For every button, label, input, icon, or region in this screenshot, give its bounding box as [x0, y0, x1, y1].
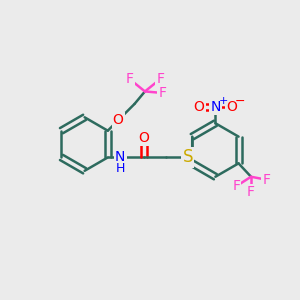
Text: N: N	[115, 150, 125, 164]
Text: +: +	[219, 96, 228, 106]
Text: F: F	[158, 86, 166, 100]
Text: N: N	[210, 100, 220, 114]
Text: F: F	[247, 185, 255, 199]
Text: O: O	[139, 131, 149, 145]
Text: O: O	[226, 100, 237, 114]
Text: O: O	[194, 100, 205, 114]
Text: F: F	[232, 179, 240, 193]
Text: S: S	[182, 148, 193, 166]
Text: F: F	[262, 173, 271, 187]
Text: F: F	[125, 72, 134, 86]
Text: H: H	[116, 162, 125, 175]
Text: −: −	[235, 95, 245, 108]
Text: F: F	[156, 72, 164, 86]
Text: O: O	[113, 113, 124, 127]
